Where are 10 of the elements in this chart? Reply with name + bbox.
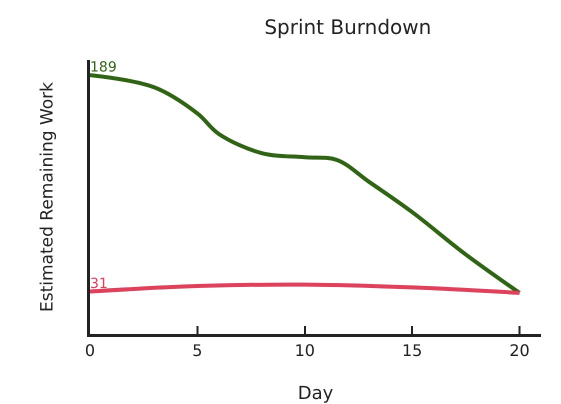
y-axis-title: Estimated Remaining Work	[38, 82, 58, 312]
x-axis-title: Day	[298, 383, 334, 404]
x-tick-label: 0	[84, 341, 96, 360]
chart-title: Sprint Burndown	[264, 15, 432, 40]
x-tick-label: 20	[509, 341, 530, 360]
x-tick-label: 10	[294, 341, 315, 360]
data-label: 31	[90, 276, 108, 292]
x-tick-label: 5	[192, 341, 202, 360]
data-label: 189	[90, 60, 117, 76]
x-tick-label: 15	[402, 341, 422, 360]
